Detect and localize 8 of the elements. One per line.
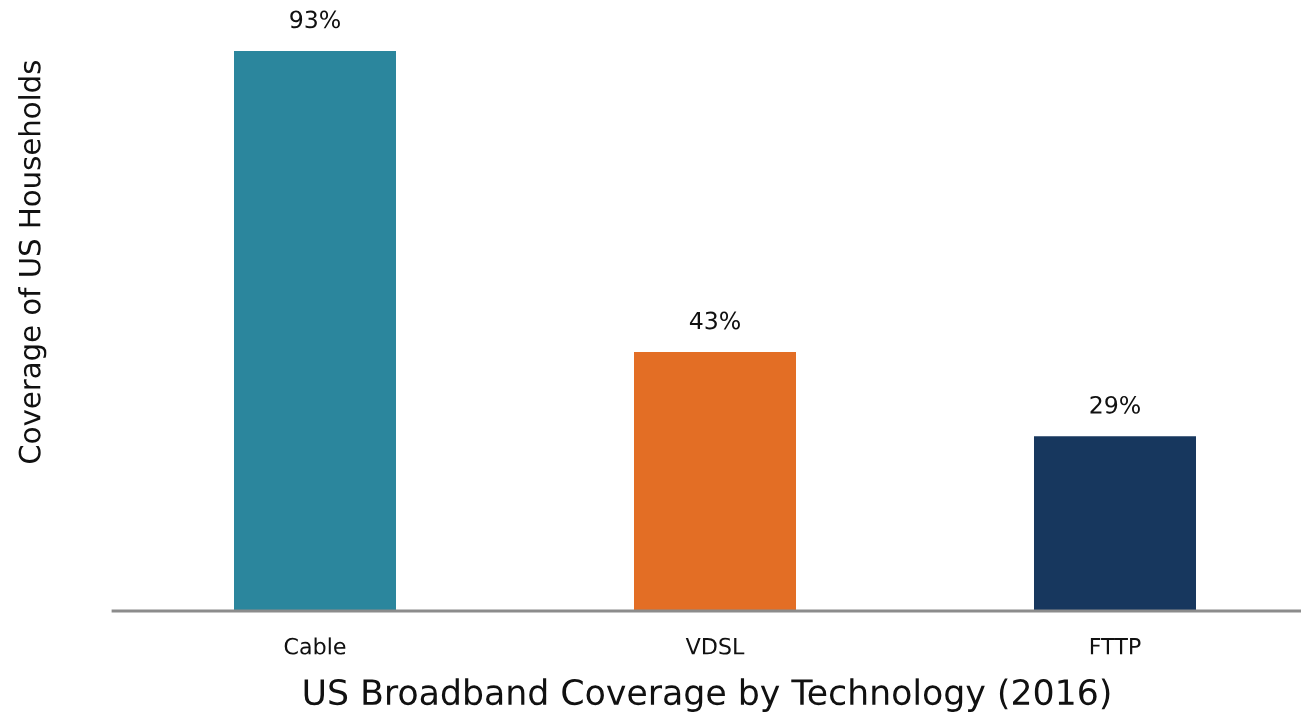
data-label: 43% (689, 311, 740, 330)
x-tick-label: FTTP (1090, 638, 1141, 655)
x-tick-label: VDSL (685, 637, 745, 655)
x-tick-label: Cable (284, 637, 346, 655)
x-axis-title: US Broadband Coverage by Technology (2016) (304, 678, 1110, 712)
y-axis-title: Coverage of US Households (18, 61, 47, 464)
data-label: 29% (1090, 395, 1140, 414)
data-label: 93% (290, 10, 340, 29)
